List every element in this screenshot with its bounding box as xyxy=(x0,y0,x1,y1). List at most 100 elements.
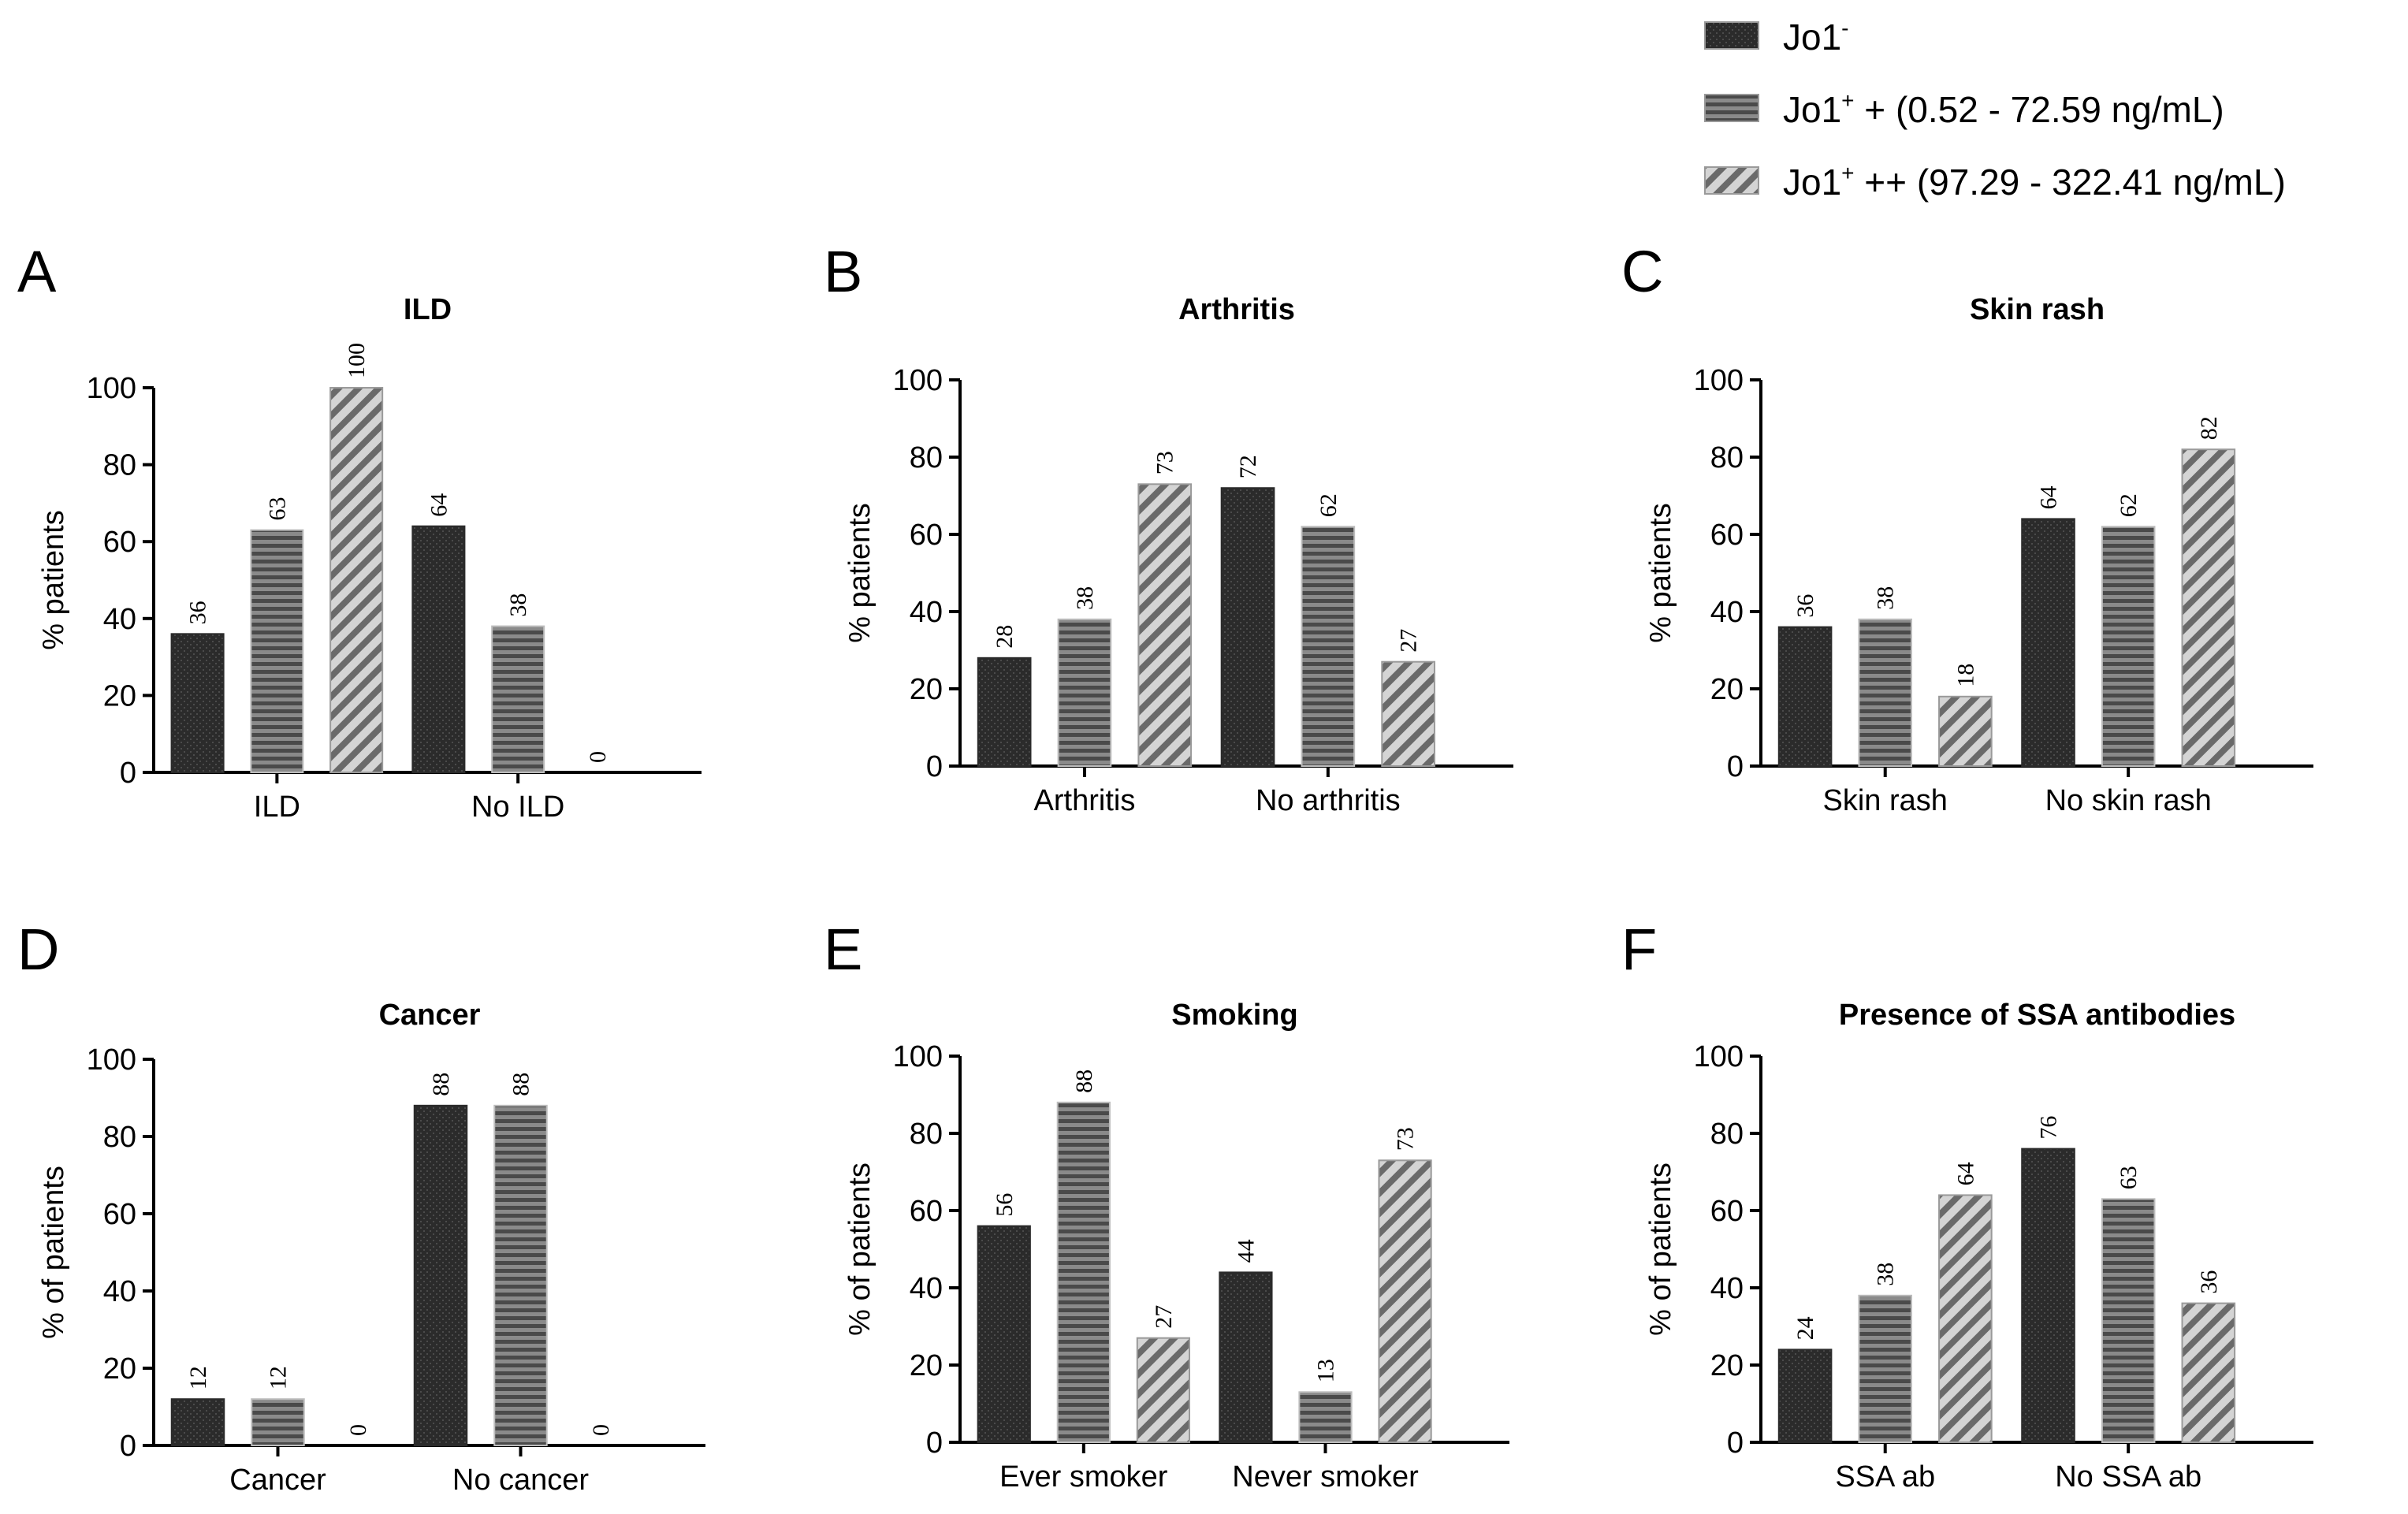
data-label: 76 xyxy=(2036,1116,2062,1140)
data-label: 38 xyxy=(1873,1263,1899,1286)
chart-panels: A ILD % patients 0 20 40 60 80 100 ILD 36 63 100 No I… xyxy=(17,239,2313,1497)
data-label: 36 xyxy=(185,601,211,624)
legend-swatch-hstripes xyxy=(1704,94,1759,122)
y-tick-label: 40 xyxy=(103,603,136,636)
y-tick-label: 60 xyxy=(103,1198,136,1231)
bar-jo1-pos-high xyxy=(2181,448,2236,767)
category-label: ILD xyxy=(254,790,300,824)
y-tick-label: 20 xyxy=(1710,1349,1744,1382)
bar-jo1-neg xyxy=(413,1104,468,1447)
y-tick-label: 40 xyxy=(103,1275,136,1308)
chart-panel-e: E Smoking % of patients 0 20 40 60 80 100 Ever sm… xyxy=(824,917,1509,1494)
y-tick-label: 100 xyxy=(87,372,136,405)
y-axis-label: % patients xyxy=(37,510,70,649)
data-label: 88 xyxy=(508,1073,534,1096)
legend-superscript: + xyxy=(1841,161,1854,185)
data-label: 88 xyxy=(428,1073,454,1096)
data-label: 38 xyxy=(1873,586,1899,610)
data-label: 12 xyxy=(266,1366,292,1389)
y-axis-label: % of patients xyxy=(1644,1162,1677,1336)
legend-rest: + (0.52 - 72.59 ng/mL) xyxy=(1855,89,2224,130)
bar-jo1-pos-high xyxy=(329,387,384,773)
bar-jo1-neg xyxy=(2021,1148,2075,1443)
legend-superscript: - xyxy=(1841,16,1848,40)
legend-item-jo1-pos-low: Jo1+ + (0.52 - 72.59 ng/mL) xyxy=(1704,88,2224,130)
y-tick-label: 80 xyxy=(910,1118,943,1151)
legend: Jo1- Jo1+ + (0.52 - 72.59 ng/mL) Jo1+ ++… xyxy=(1704,16,2286,203)
legend-swatch-dots xyxy=(1704,21,1759,50)
bar-jo1-neg xyxy=(170,633,225,773)
svg-text:Jo1+ ++ (97.29 - 322.41 ng/mL): Jo1+ ++ (97.29 - 322.41 ng/mL) xyxy=(1783,161,2286,203)
y-axis-label: % patients xyxy=(1644,503,1677,642)
y-tick-label: 100 xyxy=(87,1043,136,1077)
data-label: 100 xyxy=(344,343,370,378)
bar-jo1-neg xyxy=(1777,626,1833,767)
y-tick-label: 20 xyxy=(910,1349,943,1382)
category-label: No cancer xyxy=(452,1464,590,1497)
bar-jo1-pos-low xyxy=(250,529,304,773)
y-tick-label: 0 xyxy=(926,1427,943,1460)
legend-swatch-diagonal xyxy=(1704,166,1759,195)
chart-title: Presence of SSA antibodies xyxy=(1839,999,2235,1032)
chart-title: Cancer xyxy=(379,999,481,1032)
data-label: 13 xyxy=(1313,1359,1339,1382)
chart-title: Skin rash xyxy=(1970,293,2105,326)
chart-title: Arthritis xyxy=(1178,293,1295,326)
bar-jo1-neg xyxy=(1219,1271,1273,1444)
panel-letter: C xyxy=(1621,239,1663,304)
y-tick-label: 0 xyxy=(120,1430,136,1463)
y-tick-label: 0 xyxy=(1727,750,1744,783)
y-tick-label: 80 xyxy=(910,441,943,474)
y-tick-label: 60 xyxy=(1710,1195,1744,1228)
y-tick-label: 100 xyxy=(893,364,943,397)
y-tick-label: 20 xyxy=(1710,673,1744,706)
legend-label: Jo1 xyxy=(1783,89,1841,130)
chart-title: ILD xyxy=(404,293,452,326)
y-tick-label: 80 xyxy=(103,449,136,482)
data-label: 73 xyxy=(1393,1127,1419,1151)
legend-label: Jo1 xyxy=(1783,162,1841,203)
data-label: 82 xyxy=(2196,416,2222,440)
svg-text:Jo1+ + (0.52 - 72.59 ng/mL): Jo1+ + (0.52 - 72.59 ng/mL) xyxy=(1783,88,2224,130)
data-label: 64 xyxy=(2036,485,2062,509)
y-tick-label: 40 xyxy=(910,596,943,629)
bar-jo1-pos-low xyxy=(491,625,545,773)
bar-jo1-pos-low xyxy=(251,1398,305,1446)
category-label: SSA ab xyxy=(1835,1460,1935,1494)
y-tick-label: 80 xyxy=(1710,441,1744,474)
legend-superscript: + xyxy=(1841,88,1854,113)
bar-jo1-neg xyxy=(2021,518,2075,768)
y-tick-label: 0 xyxy=(926,750,943,783)
chart-panel-b: B Arthritis % patients 0 20 40 60 80 100 Arthriti… xyxy=(824,239,1513,817)
y-tick-label: 40 xyxy=(1710,596,1744,629)
data-label: 0 xyxy=(588,1424,614,1436)
bar-jo1-neg xyxy=(977,1225,1031,1443)
data-label: 18 xyxy=(1952,664,1978,687)
category-label: No arthritis xyxy=(1256,784,1401,817)
data-label: 62 xyxy=(1316,493,1342,517)
bar-jo1-pos-low xyxy=(1057,618,1112,767)
svg-text:Jo1-: Jo1- xyxy=(1783,16,1849,58)
data-label: 63 xyxy=(264,497,290,521)
y-tick-label: 100 xyxy=(893,1040,943,1073)
legend-label: Jo1 xyxy=(1783,17,1841,58)
y-tick-label: 60 xyxy=(1710,519,1744,552)
panel-letter: B xyxy=(824,239,862,304)
y-tick-label: 40 xyxy=(1710,1272,1744,1305)
category-label: Ever smoker xyxy=(999,1460,1168,1494)
chart-panel-c: C Skin rash % patients 0 20 40 60 80 100 Skin ras… xyxy=(1621,239,2313,817)
data-label: 62 xyxy=(2116,493,2142,517)
data-label: 56 xyxy=(992,1193,1018,1217)
bar-jo1-pos-high xyxy=(1137,483,1193,767)
data-label: 24 xyxy=(1792,1316,1818,1340)
chart-panel-f: F Presence of SSA antibodies % of patients… xyxy=(1621,917,2313,1494)
panel-letter: A xyxy=(17,239,57,304)
data-label: 38 xyxy=(505,593,531,617)
data-label: 28 xyxy=(992,625,1018,649)
category-label: No SSA ab xyxy=(2055,1460,2201,1494)
bar-jo1-pos-low xyxy=(2101,526,2156,767)
chart-title: Smoking xyxy=(1171,999,1297,1032)
bar-jo1-neg xyxy=(170,1398,225,1446)
y-tick-label: 20 xyxy=(910,673,943,706)
